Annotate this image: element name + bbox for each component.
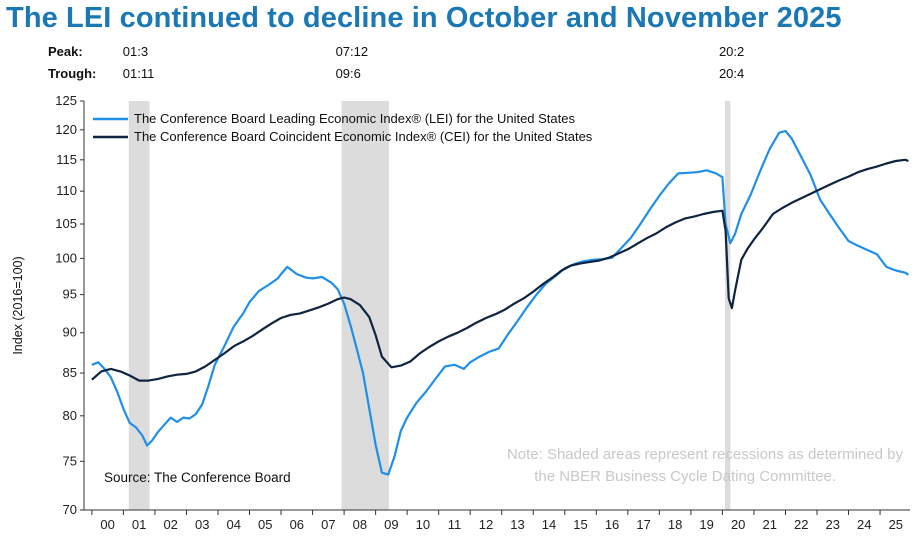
y-tick-label: 120 bbox=[55, 122, 77, 137]
y-tick-label: 75 bbox=[63, 453, 77, 468]
recession-note-line1: Note: Shaded areas represent recessions … bbox=[507, 446, 904, 463]
y-tick-label: 110 bbox=[56, 183, 77, 198]
y-tick-label: 100 bbox=[55, 250, 77, 265]
x-tick-label: 01 bbox=[132, 517, 146, 532]
x-tick-label: 15 bbox=[573, 517, 587, 532]
recession-shade bbox=[341, 101, 389, 510]
trough-date: 01:11 bbox=[123, 66, 155, 81]
cei-series-line bbox=[91, 158, 909, 382]
x-tick-label: 17 bbox=[636, 517, 650, 532]
x-tick-label: 10 bbox=[416, 517, 430, 532]
chart-title: The LEI continued to decline in October … bbox=[6, 2, 842, 34]
x-tick-label: 23 bbox=[826, 517, 840, 532]
trough-date: 20:4 bbox=[719, 66, 744, 81]
y-tick-label: 70 bbox=[63, 502, 77, 517]
x-tick-label: 14 bbox=[542, 517, 556, 532]
y-tick-label: 95 bbox=[63, 287, 77, 302]
recession-shade bbox=[724, 101, 731, 510]
peak-date: 20:2 bbox=[719, 44, 744, 59]
peak-header: Peak: bbox=[48, 44, 83, 59]
x-tick-label: 13 bbox=[510, 517, 524, 532]
legend-label-lei: The Conference Board Leading Economic In… bbox=[134, 111, 575, 126]
x-tick-label: 06 bbox=[290, 517, 304, 532]
x-tick-label: 22 bbox=[794, 517, 808, 532]
x-tick-label: 16 bbox=[605, 517, 619, 532]
y-tick-label: 80 bbox=[63, 408, 77, 423]
y-tick-label: 115 bbox=[56, 152, 77, 167]
trough-date: 09:6 bbox=[336, 66, 361, 81]
x-tick-label: 21 bbox=[762, 517, 776, 532]
x-tick-label: 04 bbox=[227, 517, 241, 532]
y-tick-label: 90 bbox=[63, 325, 77, 340]
x-tick-label: 19 bbox=[699, 517, 713, 532]
x-tick-label: 24 bbox=[857, 517, 871, 532]
x-tick-label: 20 bbox=[731, 517, 745, 532]
x-tick-label: 05 bbox=[258, 517, 272, 532]
x-tick-label: 18 bbox=[668, 517, 682, 532]
trough-header: Trough: bbox=[48, 66, 96, 81]
x-tick-label: 07 bbox=[321, 517, 335, 532]
x-tick-label: 12 bbox=[479, 517, 493, 532]
x-tick-label: 09 bbox=[384, 517, 398, 532]
lei-series-line bbox=[91, 129, 910, 476]
y-axis-label: Index (2016=100) bbox=[11, 256, 25, 354]
y-tick-label: 125 bbox=[55, 93, 77, 108]
x-tick-label: 03 bbox=[195, 517, 209, 532]
recession-note-line2: the NBER Business Cycle Dating Committee… bbox=[534, 468, 836, 485]
x-tick-label: 25 bbox=[889, 517, 903, 532]
x-tick-label: 08 bbox=[353, 517, 367, 532]
source-note: Source: The Conference Board bbox=[104, 470, 291, 485]
legend-label-cei: The Conference Board Coincident Economic… bbox=[134, 129, 593, 144]
x-tick-label: 00 bbox=[100, 517, 114, 532]
y-tick-label: 105 bbox=[55, 216, 77, 231]
recession-shade bbox=[128, 101, 150, 510]
y-tick-label: 85 bbox=[63, 365, 77, 380]
peak-date: 07:12 bbox=[336, 44, 369, 59]
x-tick-label: 11 bbox=[448, 517, 462, 532]
x-tick-label: 02 bbox=[163, 517, 177, 532]
peak-date: 01:3 bbox=[123, 44, 148, 59]
